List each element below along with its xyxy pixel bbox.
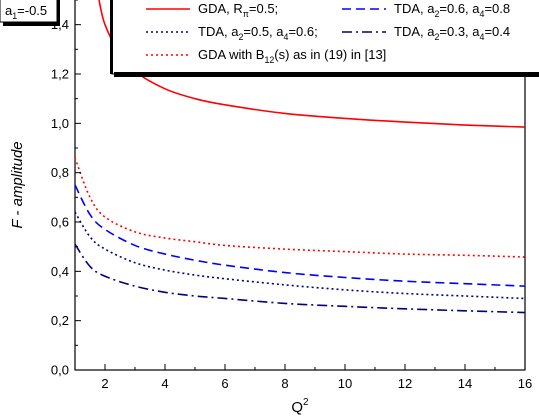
- series-line-5: [74, 157, 526, 258]
- x-tick-label: 6: [221, 376, 228, 391]
- x-tick-label: 10: [338, 376, 352, 391]
- annotation-label: a1=-0.5: [5, 3, 47, 21]
- annotation-a1: a1=-0.5: [0, 0, 60, 26]
- x-tick-label: 4: [161, 376, 168, 391]
- series-line-2: [74, 184, 526, 287]
- series-line-4: [74, 243, 526, 314]
- x-tick-label: 14: [458, 376, 472, 391]
- y-tick-label: 1,0: [51, 116, 69, 131]
- x-axis: 2 4 6 8 10 12 14 16: [74, 364, 532, 391]
- legend-label-3: TDA, a2=0.5, a4=0.6;: [198, 24, 318, 42]
- y-tick-label: 0,4: [51, 264, 69, 279]
- annotation-shadow-right: [57, 0, 60, 26]
- legend: GDA, Rπ=0.5; TDA, a2=0.6, a4=0.8 TDA, a2=0…: [110, 0, 539, 77]
- series-line-3: [74, 211, 526, 300]
- annotation-shadow: [3, 22, 59, 26]
- x-tick-label: 12: [398, 376, 412, 391]
- legend-label-2: TDA, a2=0.6, a4=0.8: [394, 1, 510, 19]
- y-tick-label: 0,6: [51, 215, 69, 230]
- x-tick-label: 2: [101, 376, 108, 391]
- x-tick-label: 16: [518, 376, 532, 391]
- legend-label-1: GDA, Rπ=0.5;: [198, 1, 278, 19]
- y-tick-label: 0,2: [51, 313, 69, 328]
- legend-shadow-left: [110, 0, 113, 74]
- plot-frame: [74, 0, 526, 371]
- x-axis-title-superscript: 2: [303, 397, 309, 408]
- y-axis-title: F - amplitude: [9, 141, 26, 228]
- y-tick-label: 0,8: [51, 165, 69, 180]
- x-axis-title: Q2: [291, 397, 309, 416]
- legend-label-4: TDA, a2=0.3, a4=0.4: [394, 24, 510, 42]
- y-tick-label: 0,0: [51, 363, 69, 378]
- y-tick-label: 1,2: [51, 67, 69, 82]
- x-tick-label: 8: [281, 376, 288, 391]
- legend-shadow: [114, 72, 539, 77]
- legend-label-5: GDA with B12(s) as in (19) in [13]: [198, 47, 386, 65]
- x-axis-title-main: Q: [291, 399, 303, 416]
